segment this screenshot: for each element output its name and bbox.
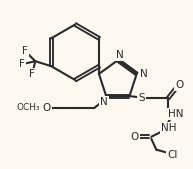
- Text: HN: HN: [168, 109, 184, 119]
- Text: NH: NH: [161, 123, 177, 133]
- Text: Cl: Cl: [167, 150, 177, 160]
- Text: F: F: [29, 69, 35, 79]
- Text: O: O: [42, 103, 51, 113]
- Text: O: O: [175, 80, 183, 90]
- Text: O: O: [130, 132, 139, 142]
- Text: N: N: [100, 97, 108, 107]
- Text: N: N: [116, 50, 124, 60]
- Text: F: F: [22, 46, 28, 56]
- Text: OCH₃: OCH₃: [17, 103, 41, 113]
- Text: F: F: [19, 59, 25, 69]
- Text: N: N: [140, 69, 147, 79]
- Text: S: S: [138, 93, 145, 103]
